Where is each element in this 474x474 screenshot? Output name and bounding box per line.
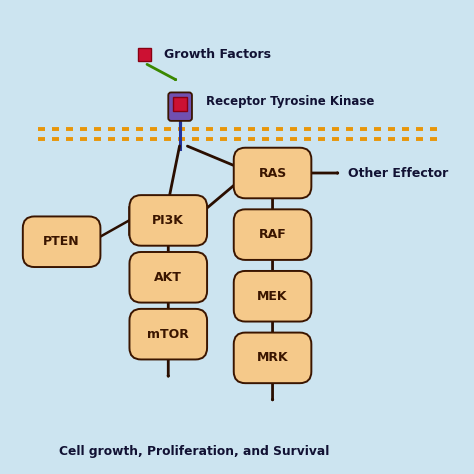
Text: MEK: MEK [257, 290, 288, 303]
Text: RAF: RAF [259, 228, 286, 241]
Text: mTOR: mTOR [147, 328, 189, 341]
FancyBboxPatch shape [138, 48, 151, 61]
FancyBboxPatch shape [173, 97, 187, 111]
FancyBboxPatch shape [129, 309, 207, 359]
Text: Cell growth, Proliferation, and Survival: Cell growth, Proliferation, and Survival [59, 445, 329, 458]
Text: AKT: AKT [155, 271, 182, 284]
FancyBboxPatch shape [23, 217, 100, 267]
Text: Growth Factors: Growth Factors [164, 48, 271, 61]
FancyBboxPatch shape [234, 271, 311, 321]
Text: Receptor Tyrosine Kinase: Receptor Tyrosine Kinase [206, 95, 374, 109]
FancyBboxPatch shape [234, 210, 311, 260]
Text: MRK: MRK [257, 351, 288, 365]
FancyBboxPatch shape [234, 333, 311, 383]
Text: RAS: RAS [258, 166, 287, 180]
FancyBboxPatch shape [129, 195, 207, 246]
FancyBboxPatch shape [129, 252, 207, 302]
FancyBboxPatch shape [168, 92, 192, 121]
Text: PI3K: PI3K [152, 214, 184, 227]
Text: Other Effector: Other Effector [348, 166, 448, 180]
FancyBboxPatch shape [234, 148, 311, 198]
Text: PTEN: PTEN [43, 235, 80, 248]
